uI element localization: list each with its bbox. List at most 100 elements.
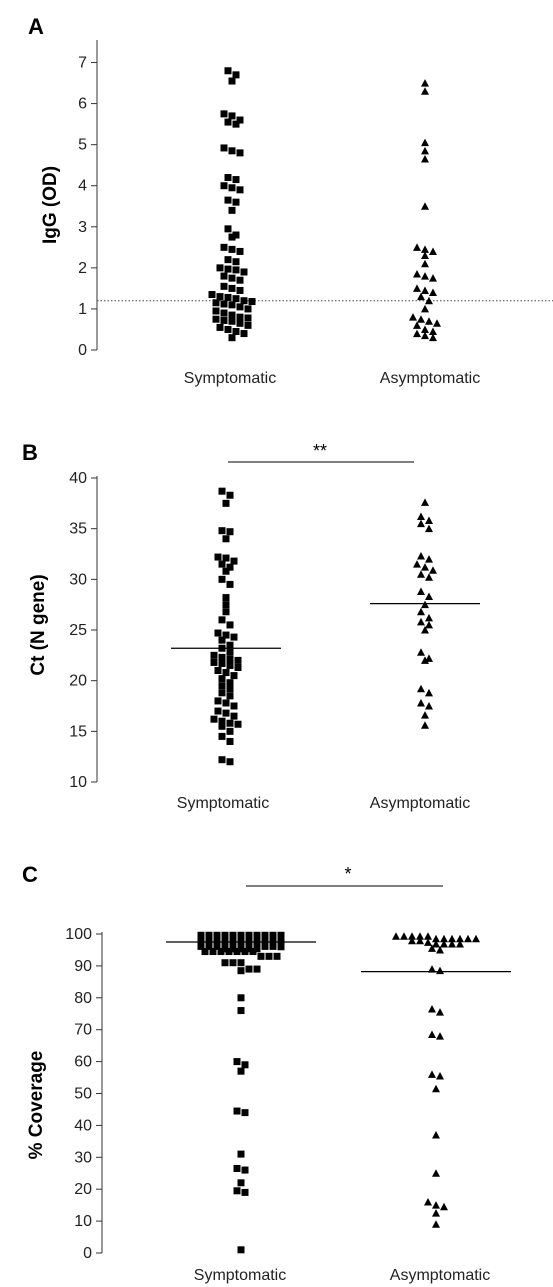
panel-b-point-symptomatic: [218, 659, 226, 667]
panel-a-point-asymptomatic: [413, 284, 421, 292]
panel-c-point-symptomatic: [277, 943, 285, 951]
panel-a-point-symptomatic: [220, 316, 228, 324]
panel-b-point-symptomatic: [222, 608, 230, 616]
panel-a-y-tick-label: 0: [78, 342, 87, 359]
panel-b-point-asymptomatic: [417, 587, 425, 595]
panel-a-point-symptomatic: [224, 256, 232, 264]
panel-a-y-tick-label: 1: [78, 301, 87, 318]
panel-c-y-tick-label: 100: [65, 926, 92, 943]
panel-c-point-symptomatic: [213, 940, 221, 948]
panel-c-point-symptomatic: [237, 959, 245, 967]
panel-c-point-symptomatic: [197, 933, 205, 941]
panel-a-point-symptomatic: [232, 198, 240, 206]
panel-c-point-asymptomatic: [428, 1004, 436, 1013]
panel-a-point-symptomatic: [228, 317, 236, 325]
panel-b-y-tick-label: 20: [69, 673, 87, 690]
panel-a-point-asymptomatic: [409, 313, 417, 321]
panel-a-point-asymptomatic: [425, 296, 433, 305]
panel-c-point-symptomatic: [237, 940, 245, 948]
panel-c-point-symptomatic: [221, 959, 229, 967]
panel-c-point-symptomatic: [241, 1166, 249, 1174]
panel-c-point-asymptomatic: [440, 1202, 448, 1211]
panel-b-y-tick-label: 35: [69, 521, 87, 538]
panel-b-point-symptomatic: [222, 699, 230, 707]
panel-b-point-asymptomatic: [417, 570, 425, 578]
panel-c-point-symptomatic: [201, 948, 209, 956]
panel-a-point-asymptomatic: [421, 146, 429, 155]
panel-c-point-asymptomatic: [428, 944, 436, 952]
panel-a-point-symptomatic: [224, 265, 232, 273]
panel-a-point-asymptomatic: [429, 333, 437, 342]
panel-a-point-symptomatic: [228, 206, 236, 214]
panel-b-point-asymptomatic: [417, 617, 425, 626]
panel-b-point-asymptomatic: [425, 516, 433, 525]
panel-a-point-asymptomatic: [421, 304, 429, 313]
panel-b-point-asymptomatic: [425, 654, 433, 662]
panel-a-point-symptomatic: [228, 112, 236, 120]
panel-b-point-symptomatic: [234, 720, 242, 728]
panel-c-point-symptomatic: [237, 1007, 245, 1015]
panel-a-point-symptomatic: [236, 149, 244, 157]
panel-c-point-symptomatic: [237, 1246, 245, 1254]
panel-b-point-symptomatic: [218, 675, 226, 683]
panel-c-point-symptomatic: [233, 1107, 241, 1115]
panel-a-point-symptomatic: [216, 323, 224, 331]
panel-b-point-symptomatic: [218, 653, 226, 661]
panel-a-letter: A: [28, 14, 44, 39]
panel-c-significance-label: *: [344, 864, 351, 884]
panel-c-point-symptomatic: [221, 933, 229, 941]
panel-a-point-asymptomatic: [429, 247, 437, 255]
panel-a-y-tick-label: 4: [78, 178, 87, 195]
panel-c-y-tick-label: 30: [74, 1149, 92, 1166]
panel-c-point-asymptomatic: [436, 966, 444, 975]
panel-b-y-tick-label: 15: [69, 723, 87, 740]
panel-a-point-asymptomatic: [421, 79, 429, 87]
panel-a-y-tick-label: 2: [78, 260, 87, 277]
panel-b-point-asymptomatic: [417, 552, 425, 560]
panel-a-point-symptomatic: [228, 334, 236, 342]
panel-a-point-symptomatic: [224, 293, 232, 301]
panel-a-point-asymptomatic: [421, 251, 429, 260]
panel-c-point-symptomatic: [261, 931, 269, 939]
panel-b-y-tick-label: 10: [69, 774, 87, 791]
panel-b-point-symptomatic: [218, 636, 226, 644]
panel-a-point-symptomatic: [232, 295, 240, 303]
panel-b-point-symptomatic: [218, 616, 226, 624]
panel-c-y-tick-label: 70: [74, 1022, 92, 1039]
panel-c-point-asymptomatic: [432, 1201, 440, 1209]
panel-c-point-asymptomatic: [416, 932, 424, 940]
panel-b-point-symptomatic: [210, 715, 218, 723]
panel-c-point-symptomatic: [245, 933, 253, 941]
panel-c-point-asymptomatic: [424, 932, 432, 940]
panel-a-point-symptomatic: [232, 266, 240, 274]
panel-a-point-asymptomatic: [421, 331, 429, 340]
panel-a-point-symptomatic: [224, 118, 232, 126]
panel-b-point-symptomatic: [226, 580, 234, 588]
panel-b-point-symptomatic: [218, 487, 226, 495]
panel-b-point-asymptomatic: [413, 560, 421, 568]
panel-a-point-symptomatic: [220, 300, 228, 308]
panel-b-chart: Ct (N gene) Symptomatic Asymptomatic ** …: [28, 441, 480, 812]
panel-b-point-asymptomatic: [421, 563, 429, 571]
panel-c-point-asymptomatic: [456, 934, 464, 943]
panel-a-point-symptomatic: [212, 299, 220, 307]
panel-a-point-symptomatic: [232, 258, 240, 266]
panel-a-point-asymptomatic: [413, 270, 421, 278]
panel-a-point-symptomatic: [236, 286, 244, 294]
panel-b-point-symptomatic: [218, 689, 226, 697]
panel-b-point-asymptomatic: [421, 711, 429, 719]
panel-c-y-tick-label: 90: [74, 958, 92, 975]
panel-c-point-asymptomatic: [436, 1032, 444, 1040]
panel-a-point-asymptomatic: [433, 319, 441, 327]
panel-b-point-symptomatic: [226, 737, 234, 745]
panel-a-chart: IgG (OD) Symptomatic Asymptomatic 0 1 2 3 4 5…: [40, 40, 553, 387]
panel-a-point-asymptomatic: [413, 329, 421, 338]
panel-b-point-symptomatic: [226, 661, 234, 669]
panel-c-point-symptomatic: [245, 945, 253, 953]
panel-b-point-asymptomatic: [417, 519, 425, 528]
panel-b-point-asymptomatic: [425, 555, 433, 563]
panel-b-point-symptomatic: [218, 575, 226, 583]
panel-c-point-symptomatic: [221, 940, 229, 948]
panel-b-point-symptomatic: [230, 702, 238, 710]
panel-c-point-asymptomatic: [464, 934, 472, 943]
